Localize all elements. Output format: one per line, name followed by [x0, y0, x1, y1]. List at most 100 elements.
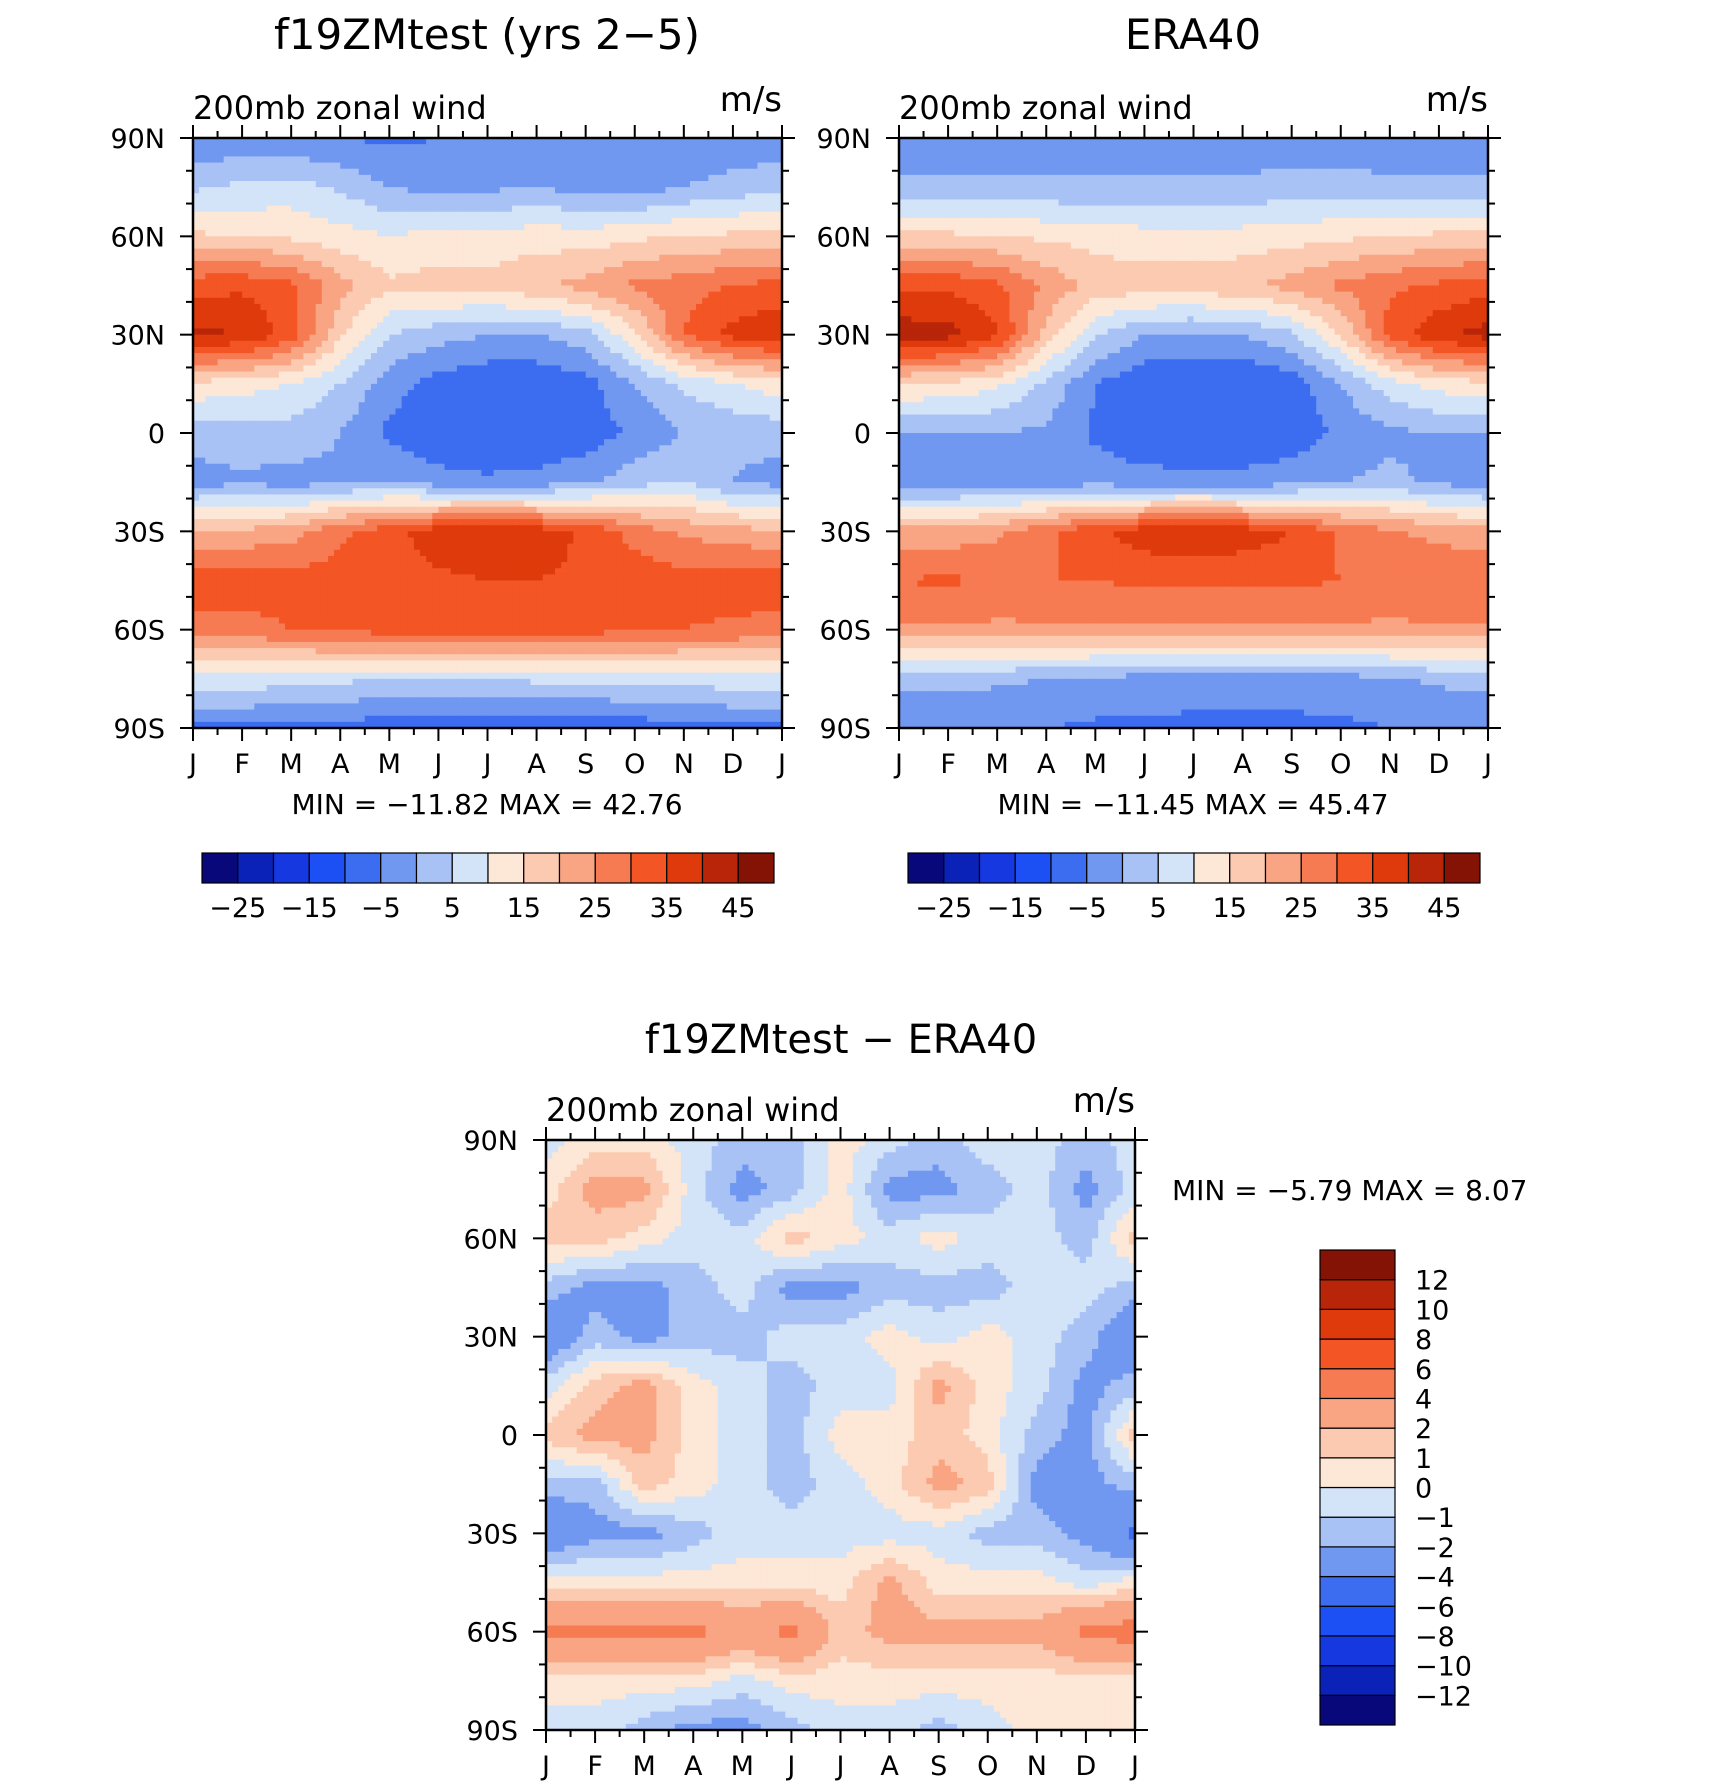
heatmap-cell — [499, 389, 507, 397]
heatmap-cell — [548, 310, 556, 317]
heatmap-cell — [254, 359, 262, 366]
heatmap-cell — [438, 365, 446, 373]
heatmap-cell — [653, 433, 660, 440]
heatmap-cell — [751, 144, 759, 151]
heatmap-cell — [616, 285, 624, 293]
heatmap-cell — [260, 414, 268, 422]
heatmap-cell — [340, 316, 347, 323]
heatmap-cell — [260, 187, 268, 194]
heatmap-cell — [751, 346, 759, 354]
heatmap-cell — [591, 242, 599, 250]
heatmap-cell — [561, 193, 568, 201]
heatmap-cell — [456, 291, 464, 299]
heatmap-cell — [647, 273, 654, 280]
heatmap-cell — [327, 267, 335, 274]
heatmap-cell — [407, 402, 415, 410]
heatmap-cell — [579, 383, 587, 391]
heatmap-cell — [487, 402, 495, 410]
heatmap-cell — [683, 260, 691, 268]
heatmap-cell — [518, 433, 525, 440]
heatmap-cell — [370, 426, 378, 434]
heatmap-cell — [640, 211, 648, 219]
heatmap-cell — [751, 156, 759, 164]
heatmap-cell — [426, 451, 433, 459]
heatmap-cell — [634, 187, 642, 194]
heatmap-cell — [763, 396, 771, 403]
heatmap-cell — [628, 340, 636, 348]
heatmap-cell — [696, 156, 703, 164]
heatmap-cell — [462, 346, 470, 354]
heatmap-cell — [420, 420, 427, 428]
heatmap-cell — [438, 383, 446, 391]
heatmap-cell — [315, 138, 323, 145]
heatmap-cell — [567, 451, 574, 459]
heatmap-cell — [389, 396, 397, 403]
heatmap-cell — [432, 365, 440, 373]
heatmap-cell — [291, 242, 298, 250]
heatmap-cell — [677, 156, 685, 164]
heatmap-cell — [211, 260, 219, 268]
heatmap-cell — [352, 445, 360, 453]
heatmap-cell — [469, 303, 476, 311]
heatmap-cell — [389, 187, 397, 194]
heatmap-cell — [272, 138, 280, 145]
heatmap-cell — [242, 236, 249, 244]
heatmap-cell — [407, 236, 415, 244]
heatmap-cell — [732, 377, 740, 385]
heatmap-cell — [671, 359, 679, 366]
heatmap-cell — [536, 230, 544, 237]
heatmap-cell — [591, 396, 599, 403]
heatmap-cell — [487, 193, 495, 201]
heatmap-cell — [524, 353, 532, 360]
heatmap-cell — [610, 279, 617, 287]
heatmap-cell — [622, 144, 630, 151]
heatmap-cell — [395, 254, 403, 262]
heatmap-cell — [364, 181, 372, 188]
heatmap-cell — [726, 242, 734, 250]
heatmap-cell — [242, 273, 249, 280]
heatmap-cell — [426, 439, 433, 446]
heatmap-cell — [622, 303, 630, 311]
heatmap-cell — [493, 396, 501, 403]
heatmap-cell — [199, 377, 206, 385]
heatmap-cell — [720, 267, 728, 274]
heatmap-cell — [524, 150, 532, 158]
heatmap-cell — [229, 162, 237, 170]
heatmap-cell — [469, 236, 476, 244]
heatmap-cell — [199, 162, 206, 170]
heatmap-cell — [597, 303, 605, 311]
heatmap-cell — [364, 445, 372, 453]
heatmap-cell — [291, 224, 298, 231]
heatmap-cell — [211, 383, 219, 391]
heatmap-cell — [591, 138, 599, 145]
heatmap-cell — [315, 340, 323, 348]
heatmap-cell — [597, 365, 605, 373]
heatmap-cell — [653, 205, 660, 213]
heatmap-cell — [634, 291, 642, 299]
heatmap-cell — [763, 254, 771, 262]
heatmap-cell — [475, 156, 482, 164]
heatmap-cell — [708, 187, 716, 194]
heatmap-cell — [260, 353, 268, 360]
heatmap-cell — [585, 353, 593, 360]
heatmap-cell — [420, 346, 427, 354]
heatmap-cell — [689, 242, 697, 250]
heatmap-cell — [732, 322, 740, 330]
heatmap-cell — [542, 297, 550, 305]
heatmap-cell — [745, 217, 752, 225]
heatmap-cell — [315, 162, 323, 170]
heatmap-cell — [671, 205, 679, 213]
heatmap-cell — [242, 340, 249, 348]
heatmap-cell — [199, 396, 206, 403]
heatmap-cell — [291, 205, 298, 213]
heatmap-cell — [291, 328, 298, 336]
heatmap-cell — [242, 230, 249, 237]
heatmap-cell — [297, 230, 305, 237]
heatmap-cell — [732, 187, 740, 194]
heatmap-cell — [689, 383, 697, 391]
heatmap-cell — [499, 340, 507, 348]
heatmap-cell — [420, 254, 427, 262]
heatmap-cell — [518, 359, 525, 366]
heatmap-cell — [242, 224, 249, 231]
heatmap-cell — [285, 279, 292, 287]
